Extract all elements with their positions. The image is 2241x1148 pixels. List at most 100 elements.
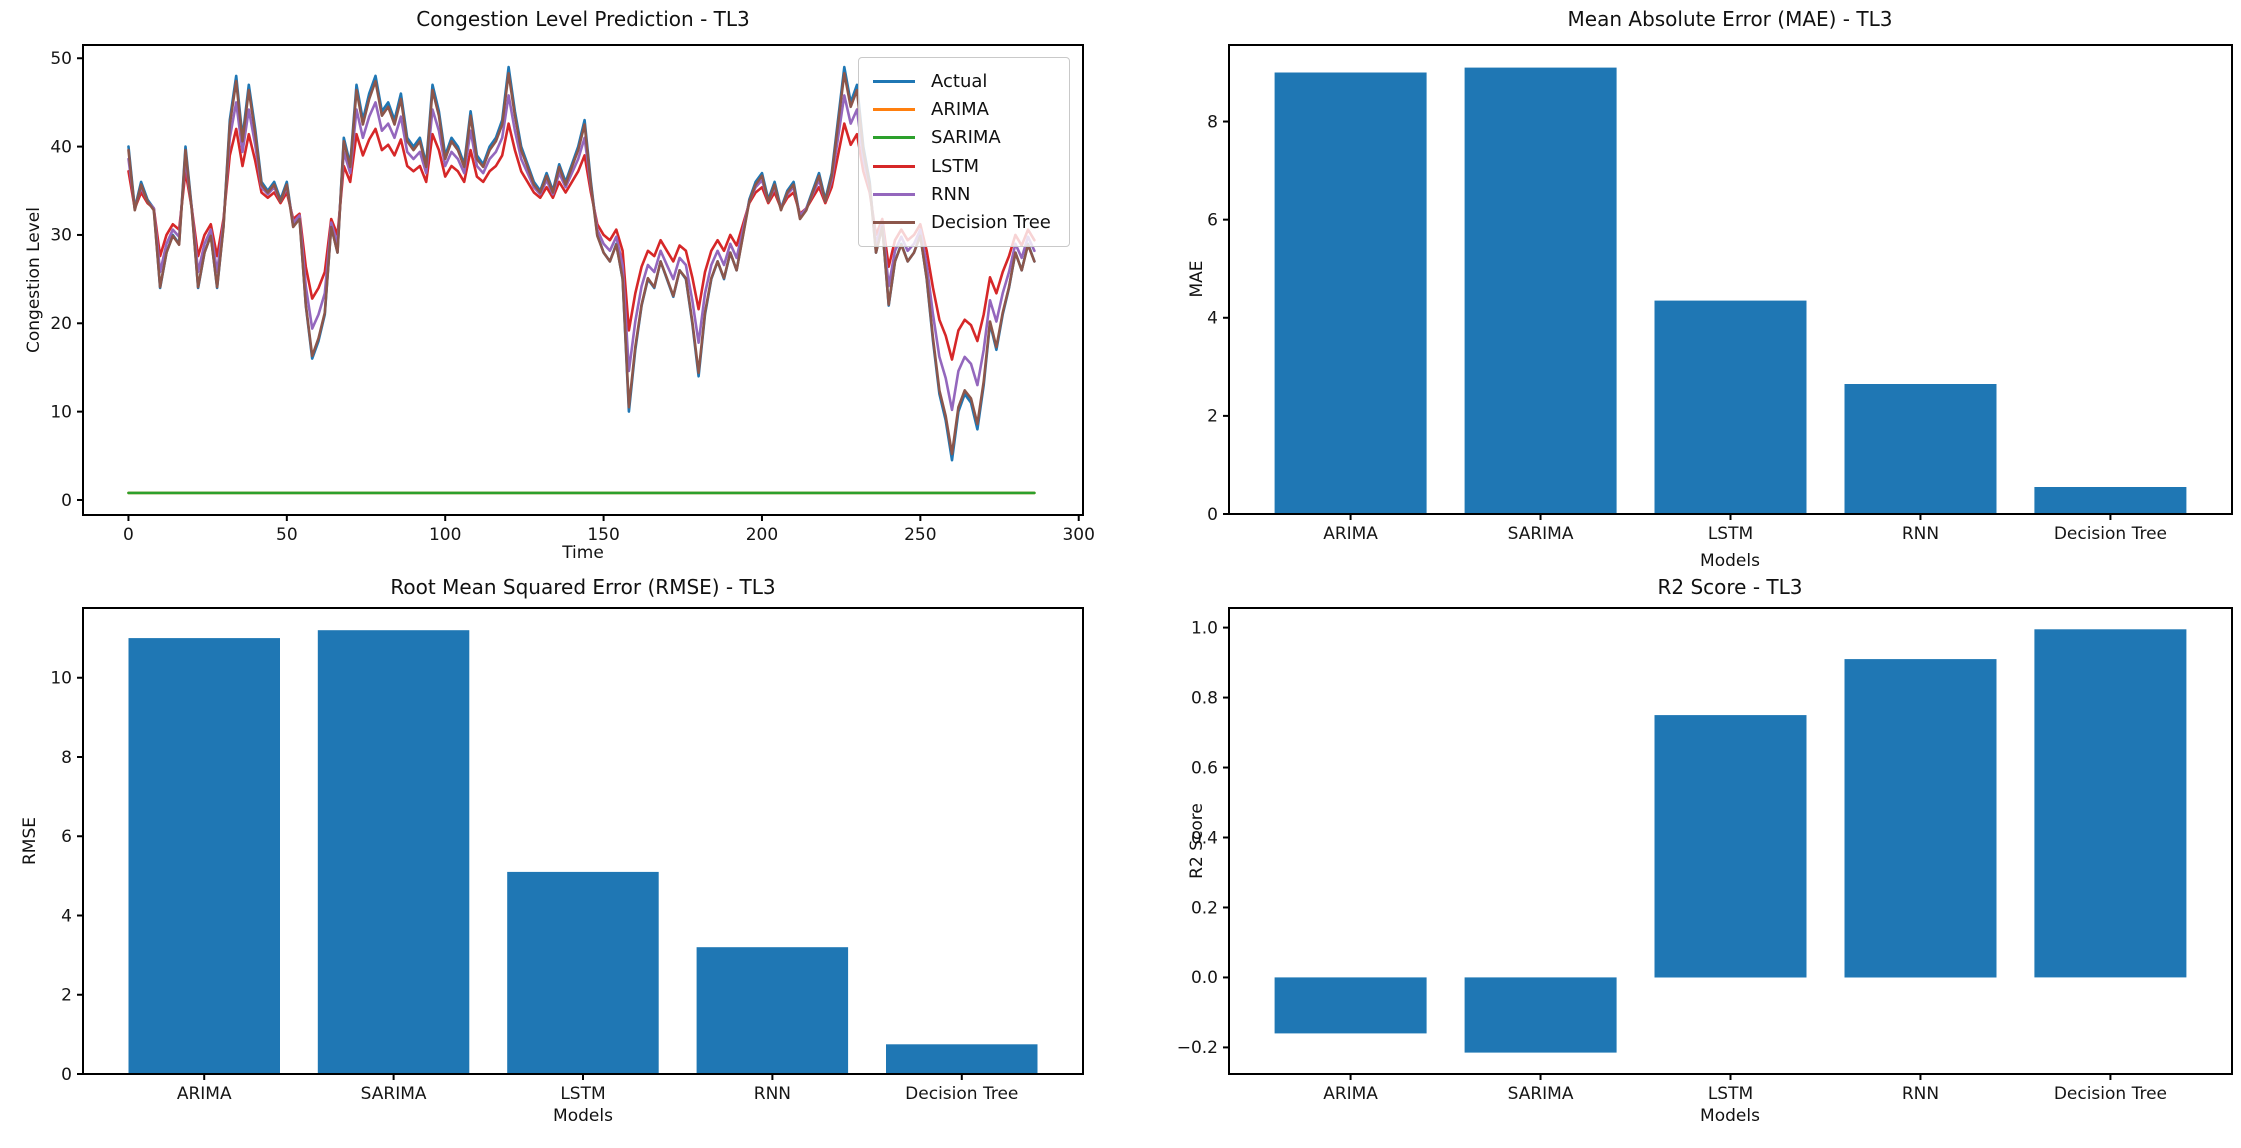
- bar-rnn: [1844, 659, 1997, 978]
- x-tick-label: LSTM: [1708, 524, 1753, 544]
- x-tick-label: 200: [746, 525, 778, 545]
- legend-label-lstm: LSTM: [931, 155, 979, 177]
- ylabel-rmse: RMSE: [20, 816, 40, 866]
- axes-spines: [82, 44, 1084, 516]
- y-tick-label: 8: [61, 748, 72, 768]
- x-tick-label: Decision Tree: [905, 1084, 1018, 1104]
- xlabel-time: Time: [562, 543, 604, 563]
- x-tick-label: SARIMA: [361, 1084, 427, 1104]
- y-tick-label: 10: [50, 669, 72, 689]
- legend-item-actual: Actual: [869, 67, 1059, 95]
- y-tick-label: 6: [61, 827, 72, 847]
- axes-spines: [82, 607, 1084, 1075]
- legend-label-decision_tree: Decision Tree: [931, 212, 1051, 234]
- axes-spines: [1228, 44, 2233, 515]
- bar-decision-tree: [2034, 629, 2187, 978]
- y-tick-label: 2: [61, 986, 72, 1006]
- legend-swatch-rnn: [873, 193, 915, 197]
- x-tick-label: ARIMA: [1323, 1084, 1378, 1104]
- bar-decision-tree: [886, 1044, 1038, 1074]
- legend-item-lstm: LSTM: [869, 152, 1059, 180]
- x-tick-label: ARIMA: [177, 1084, 232, 1104]
- x-tick-label: 150: [587, 525, 619, 545]
- x-tick-label: RNN: [1902, 524, 1939, 544]
- y-tick-label: 6: [1207, 210, 1218, 230]
- ylabel-r2-score: R2 Score: [1187, 803, 1207, 879]
- bar-arima: [1274, 977, 1427, 1034]
- y-tick-label: 10: [50, 402, 72, 422]
- legend-swatch-lstm: [873, 164, 915, 168]
- x-tick-label: SARIMA: [1508, 524, 1574, 544]
- bar-rnn: [696, 947, 849, 1074]
- bar-rnn: [1844, 384, 1997, 514]
- chart-prediction: 0 10 20 30 40 50 0 50 100 150 200 250 300: [50, 44, 1095, 545]
- y-tick-label: 0.0: [1191, 968, 1218, 988]
- legend-label-arima: ARIMA: [931, 98, 989, 120]
- legend-item-arima: ARIMA: [869, 95, 1059, 123]
- legend: Actual ARIMA SARIMA LSTM RNN Decision Tree: [858, 57, 1070, 247]
- bar-lstm: [1654, 300, 1807, 514]
- y-tick-label: 0: [61, 1065, 72, 1085]
- y-tick-label: 50: [50, 49, 72, 69]
- axes-spines: [1228, 607, 2233, 1075]
- xlabel-models-mae: Models: [1700, 551, 1760, 571]
- legend-swatch-decision_tree: [873, 221, 915, 225]
- bar-arima: [1274, 72, 1427, 514]
- legend-swatch-actual: [873, 79, 915, 83]
- legend-label-sarima: SARIMA: [931, 127, 1001, 149]
- y-tick-label: 0: [1207, 505, 1218, 525]
- x-tick-label: Decision Tree: [2054, 524, 2167, 544]
- x-tick-label: SARIMA: [1508, 1084, 1574, 1104]
- x-tick-label: 0: [123, 525, 134, 545]
- xlabel-models-r2: Models: [1700, 1106, 1760, 1126]
- y-tick-label: 0.8: [1191, 688, 1218, 708]
- bar-sarima: [1464, 67, 1617, 514]
- y-tick-label: −0.2: [1177, 1038, 1218, 1058]
- x-tick-label: 300: [1062, 525, 1094, 545]
- legend-swatch-sarima: [873, 136, 915, 140]
- x-tick-label: RNN: [1902, 1084, 1939, 1104]
- x-tick-label: LSTM: [560, 1084, 605, 1104]
- chart-mae: 0 2 4 6 8 ARIMA SARIMA LSTM RNN Decision Tree: [1207, 44, 2233, 544]
- x-tick-label: 250: [904, 525, 936, 545]
- chart-r2: −0.2 0.0 0.2 0.4 0.6 0.8 1.0 ARIMA SARIMA LSTM RNN…: [1177, 607, 2233, 1104]
- bar-arima: [128, 638, 280, 1074]
- x-tick-label: LSTM: [1708, 1084, 1753, 1104]
- bar-decision-tree: [2034, 487, 2187, 514]
- bar-lstm: [507, 871, 659, 1074]
- bar-sarima: [1464, 977, 1617, 1053]
- y-tick-label: 0.2: [1191, 898, 1218, 918]
- x-tick-label: ARIMA: [1323, 524, 1378, 544]
- xlabel-models-rmse: Models: [553, 1106, 613, 1126]
- y-tick-label: 20: [50, 314, 72, 334]
- legend-label-actual: Actual: [931, 70, 988, 92]
- bar-sarima: [317, 630, 470, 1074]
- legend-swatch-arima: [873, 107, 915, 111]
- y-tick-label: 4: [1207, 309, 1218, 329]
- y-tick-label: 30: [50, 226, 72, 246]
- y-tick-label: 2: [1207, 407, 1218, 427]
- ylabel-congestion-level: Congestion Level: [24, 207, 44, 353]
- title-r2: R2 Score - TL3: [1657, 575, 1803, 599]
- x-tick-label: Decision Tree: [2054, 1084, 2167, 1104]
- legend-item-sarima: SARIMA: [869, 124, 1059, 152]
- ylabel-mae: MAE: [1187, 260, 1207, 298]
- x-tick-label: RNN: [754, 1084, 791, 1104]
- x-tick-label: 100: [429, 525, 461, 545]
- y-tick-label: 0: [61, 491, 72, 511]
- y-tick-label: 1.0: [1191, 618, 1218, 638]
- title-prediction: Congestion Level Prediction - TL3: [416, 7, 750, 31]
- y-tick-label: 0.6: [1191, 758, 1218, 778]
- legend-label-rnn: RNN: [931, 184, 971, 206]
- bar-lstm: [1654, 715, 1807, 978]
- y-tick-label: 0.4: [1191, 828, 1218, 848]
- y-tick-label: 40: [50, 137, 72, 157]
- y-tick-label: 8: [1207, 112, 1218, 132]
- chart-rmse: 0 2 4 6 8 10 ARIMA SARIMA LSTM RNN Decision Tree: [50, 607, 1084, 1104]
- x-tick-label: 50: [276, 525, 298, 545]
- title-rmse: Root Mean Squared Error (RMSE) - TL3: [390, 575, 776, 599]
- y-tick-label: 4: [61, 906, 72, 926]
- title-mae: Mean Absolute Error (MAE) - TL3: [1567, 7, 1893, 31]
